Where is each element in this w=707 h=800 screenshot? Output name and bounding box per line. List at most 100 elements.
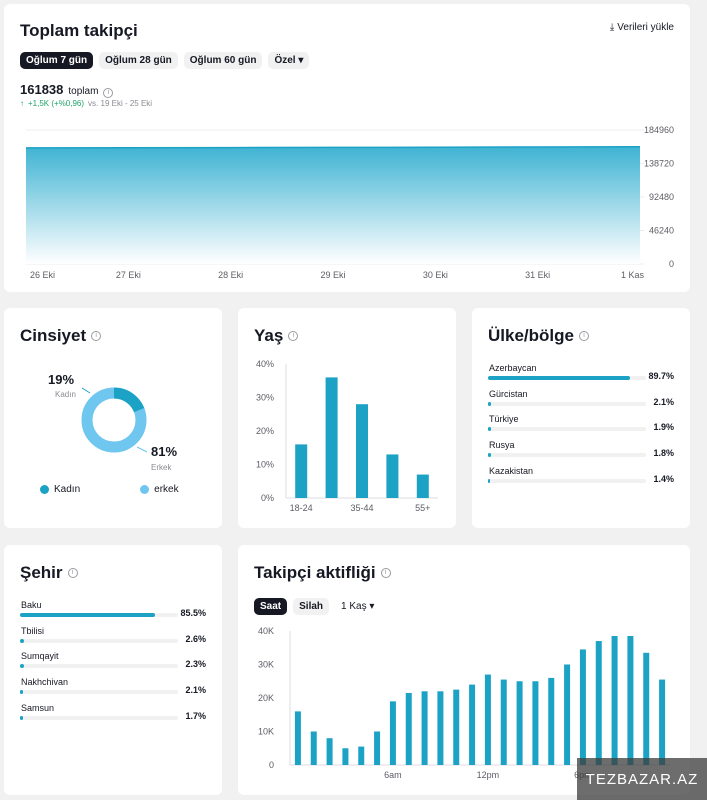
row-fill (488, 478, 491, 483)
age-bar (356, 404, 368, 498)
hour-bar (358, 746, 365, 765)
hour-bar (564, 664, 571, 765)
row-fill (20, 664, 24, 669)
x-tick-label: 27 Eki (116, 270, 141, 280)
row-track (488, 478, 646, 483)
row-fill (20, 690, 24, 695)
tab-60-days[interactable]: Oğlum 60 gün (183, 52, 263, 69)
hour-bar (469, 684, 476, 765)
row-label: Nakhchivan (21, 677, 69, 688)
row-label: Tbilisi (21, 625, 45, 636)
download-label: Verileri yükle (617, 22, 674, 33)
y-tick-label: 0 (669, 259, 674, 269)
followers-title: Toplam takipçi (20, 21, 138, 40)
x-tick-label: 29 Eki (320, 270, 345, 280)
row-fill (488, 427, 491, 432)
up-arrow-icon: ↑ (20, 99, 24, 108)
hour-bar (374, 731, 381, 765)
change-value: +1,5K (+%0,96) (28, 99, 85, 108)
city-row: Sumqayit 2.3% (20, 651, 206, 673)
legend-male: erkek (140, 484, 179, 495)
row-track (20, 638, 178, 643)
y-tick-label: 184960 (644, 125, 674, 135)
female-leader-line (81, 387, 91, 394)
gender-title: Cinsiyet (20, 326, 87, 345)
row-track (488, 453, 646, 458)
age-bar-chart: 40% 30% 20% 10% 0% 18-24 35-44 55+ (256, 359, 438, 513)
country-row: Gürcistan 2.1% (488, 389, 674, 411)
date-dropdown[interactable]: 1 Kaş ▾ (335, 598, 380, 615)
tab-28-days[interactable]: Oğlum 28 gün (99, 52, 178, 69)
row-fill (20, 715, 23, 720)
legend-female: Kadın (40, 484, 80, 495)
row-track (488, 376, 646, 380)
row-pct: 1.8% (653, 448, 674, 459)
hour-bar (516, 681, 523, 765)
hour-bar (500, 679, 507, 765)
legend-female-label: Kadın (54, 484, 81, 495)
info-icon: i (103, 88, 114, 98)
y-tick-label: 10% (256, 460, 274, 470)
y-tick-label: 30K (258, 660, 274, 670)
gender-title-row: Cinsiyet i (20, 326, 102, 346)
row-fill (488, 401, 492, 406)
row-pct: 1.9% (653, 422, 674, 433)
row-pct: 2.1% (653, 396, 674, 407)
x-tick-label: 1 Kas (621, 270, 645, 280)
hour-bar (294, 711, 301, 765)
hour-bar (405, 692, 412, 765)
country-title: Ülke/bölge (488, 326, 574, 345)
hour-bar (611, 636, 618, 765)
activity-card: Takipçi aktifliği i Saat Silah 1 Kaş ▾ 4… (238, 545, 690, 795)
male-label: Erkek (151, 463, 172, 472)
tab-hour[interactable]: Saat (254, 598, 288, 615)
country-card: Ülke/bölge i Azerbaycan 89.7% Gürcistan 2.1… (472, 308, 690, 528)
country-title-row: Ülke/bölge i (488, 326, 589, 346)
hour-bar (627, 636, 634, 765)
row-pct: 1.4% (653, 473, 674, 484)
row-track (20, 664, 178, 669)
city-row: Baku 85.5% (20, 600, 206, 622)
x-tick-label: 12pm (477, 770, 500, 780)
legend-male-label: erkek (154, 484, 179, 495)
x-tick-label: 31 Eki (525, 270, 550, 280)
row-pct: 1.7% (185, 710, 206, 721)
row-pct: 2.6% (185, 633, 206, 644)
country-row: Türkiye 1.9% (488, 414, 674, 436)
y-tick-label: 138720 (644, 159, 674, 169)
row-label: Baku (21, 600, 42, 610)
tab-7-days[interactable]: Oğlum 7 gün (20, 52, 94, 69)
info-icon: i (578, 331, 589, 341)
info-icon: i (91, 331, 102, 341)
tab-custom-label: Özel (274, 55, 296, 66)
row-label: Türkiye (489, 414, 519, 425)
city-row: Samsun 1.7% (20, 703, 206, 725)
gender-card: Cinsiyet i 19% Kadın 81% Erkek Kadın erk… (4, 308, 222, 528)
hour-bar (659, 679, 666, 765)
x-tick-label: 30 Eki (423, 270, 448, 280)
legend-dot (40, 485, 49, 494)
country-row: Rusya 1.8% (488, 440, 674, 462)
watermark-text: TEZBAZAR.AZ (585, 770, 699, 788)
x-tick-label: 35-44 (350, 503, 373, 513)
hour-bar (342, 748, 349, 765)
activity-tabs: Saat Silah 1 Kaş ▾ (254, 598, 380, 615)
change-row: ↑ +1,5K (+%0,96) vs. 19 Eki - 25 Eki (20, 99, 152, 108)
city-row: Tbilisi 2.6% (20, 626, 206, 648)
hour-bar (437, 691, 444, 765)
x-tick-label: 28 Eki (218, 270, 243, 280)
area-line (25, 146, 641, 149)
hour-bar (579, 649, 586, 765)
info-icon: i (380, 568, 391, 578)
row-label: Kazakistan (489, 465, 534, 476)
row-pct: 85.5% (180, 608, 206, 618)
tab-weapon[interactable]: Silah (293, 598, 330, 615)
row-track (20, 690, 178, 695)
y-tick-label: 46240 (649, 226, 674, 236)
tab-custom[interactable]: Özel ▾ (268, 52, 310, 69)
age-bar (295, 444, 308, 498)
female-pct: 19% (48, 372, 75, 387)
row-label: Sumqayit (21, 651, 59, 662)
hour-bar (548, 677, 555, 765)
download-button[interactable]: ⤓ Verileri yükle (610, 22, 674, 33)
